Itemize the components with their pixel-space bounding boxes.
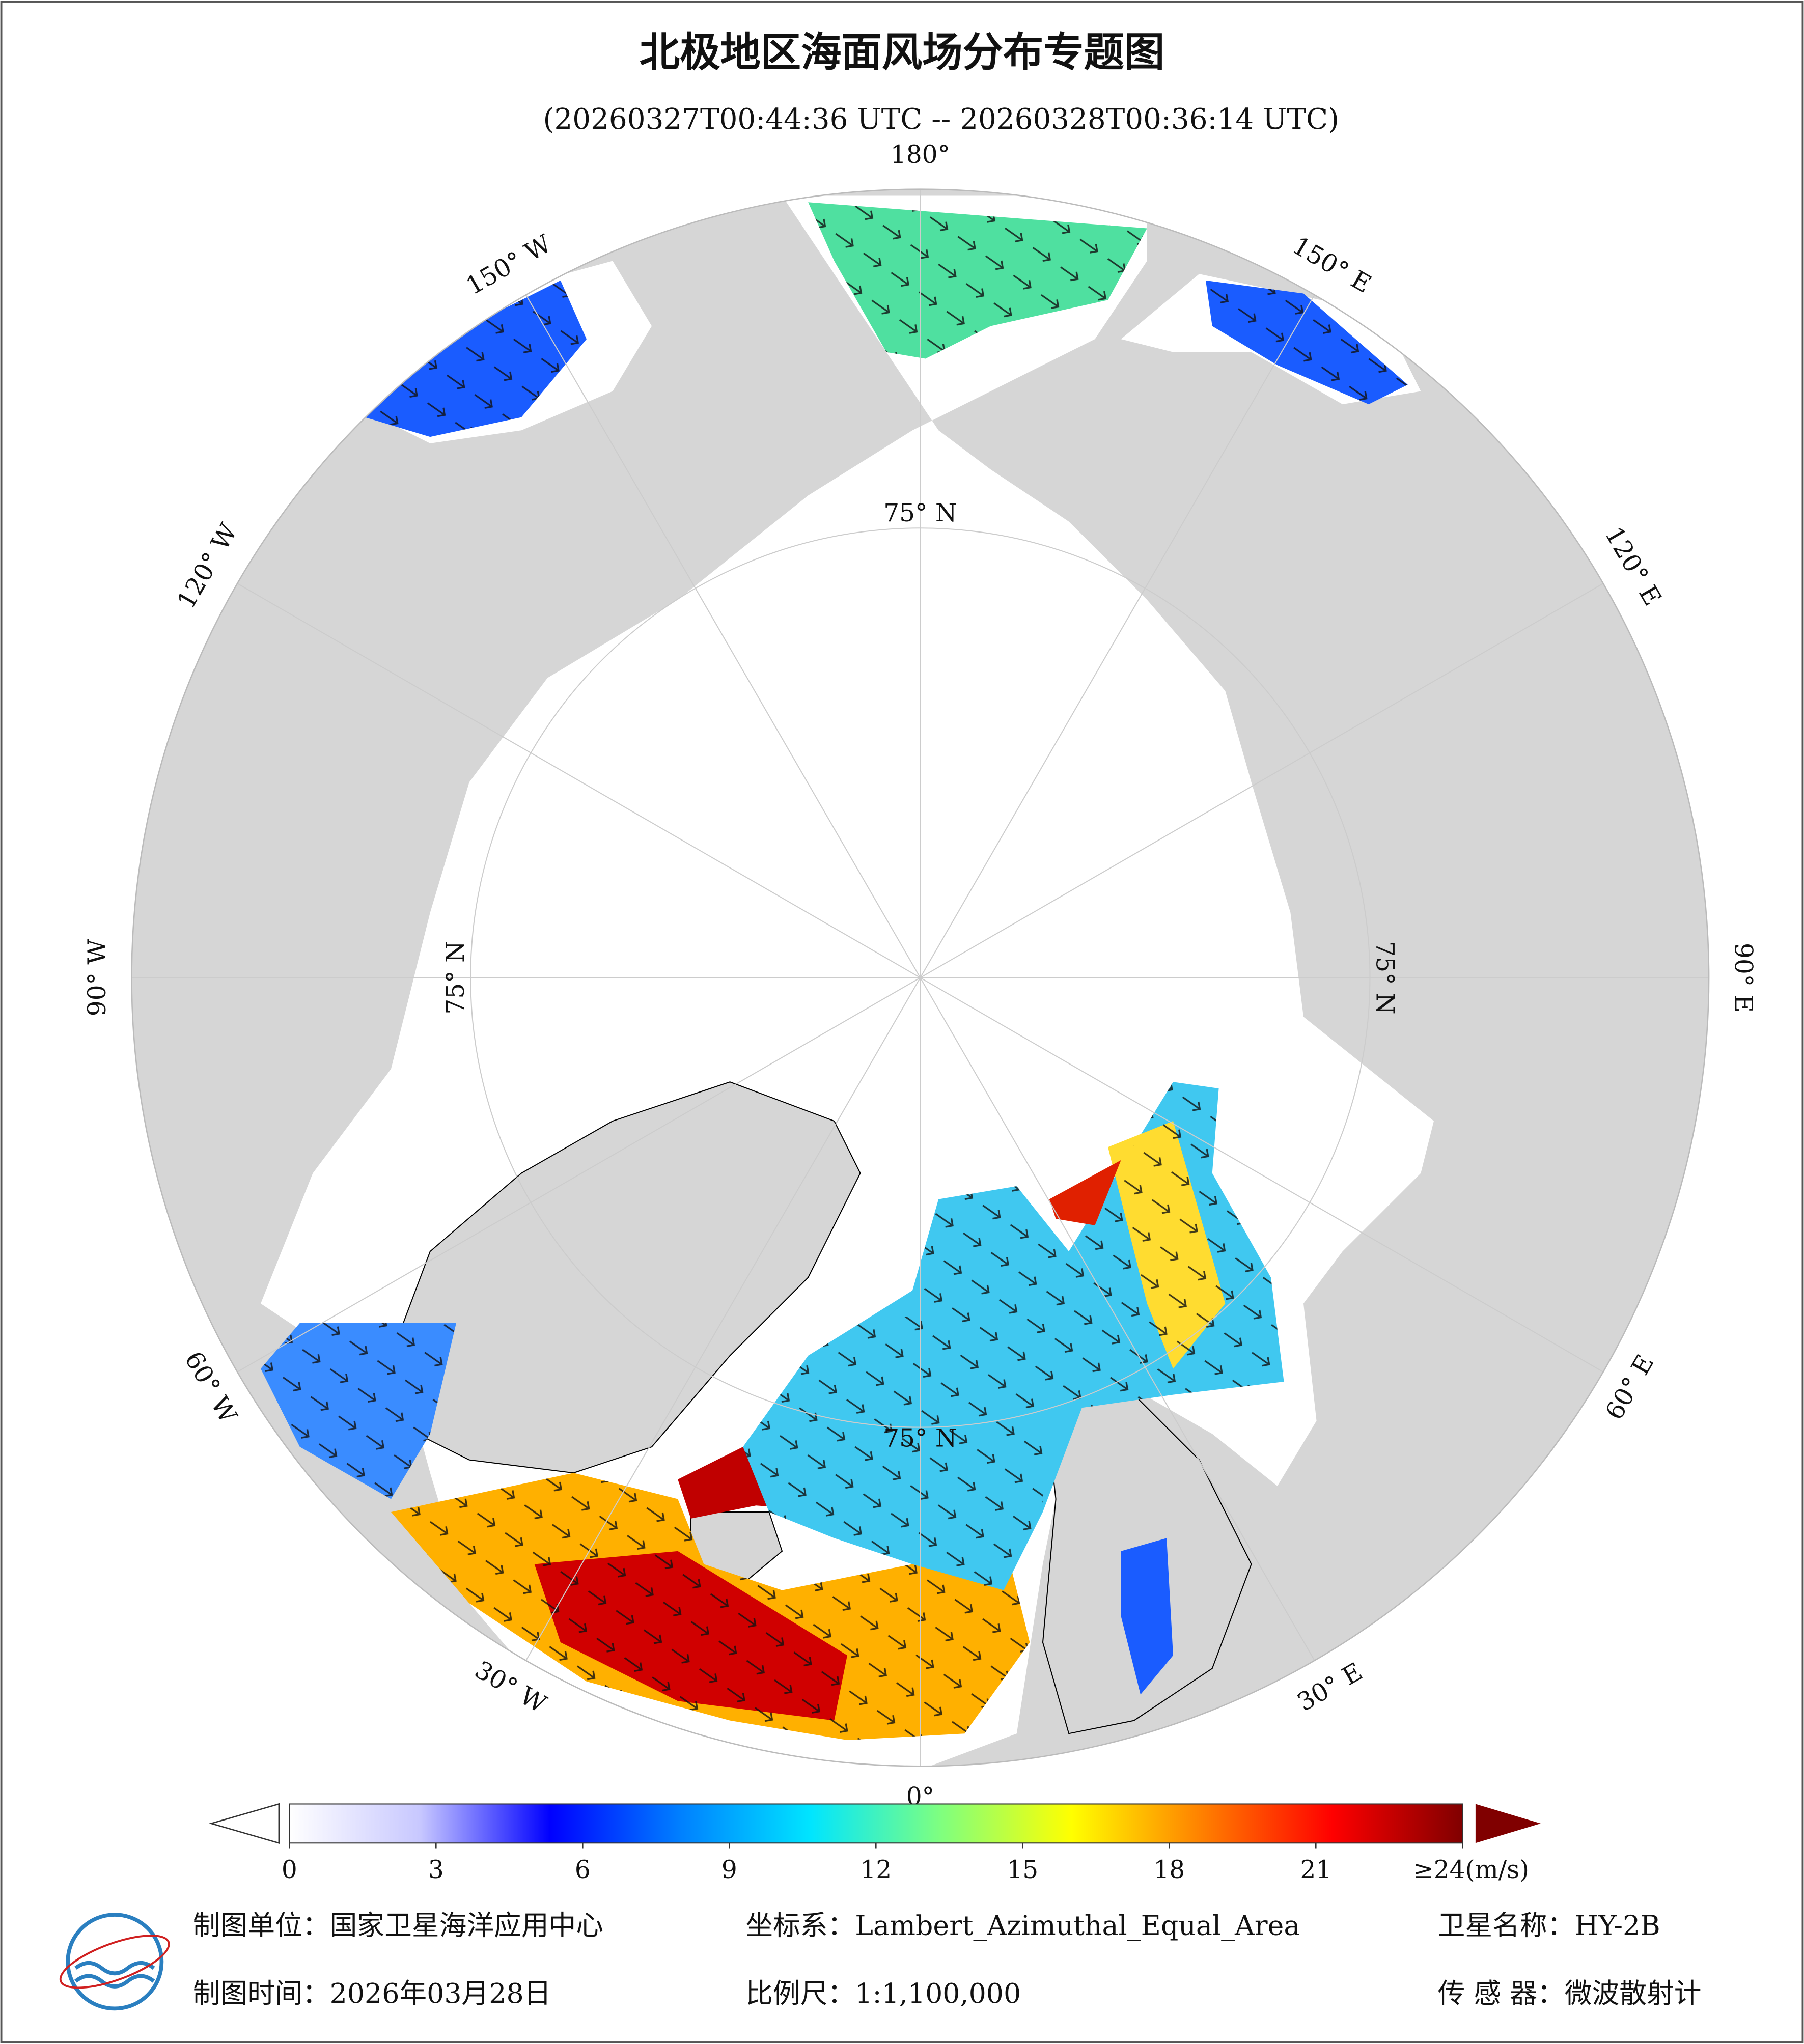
latitude-label: 75° N [1371, 941, 1399, 1014]
footer-date: 制图时间：2026年03月28日 [193, 1977, 551, 2009]
colorbar-min-arrow [209, 1803, 280, 1844]
subtitle: (20260327T00:44:36 UTC -- 20260328T00:36… [543, 103, 1340, 136]
meridian [525, 977, 921, 1661]
colorbar-tick-label: 0 [282, 1856, 297, 1884]
colorbar-tick-label: 21 [1300, 1856, 1331, 1884]
colorbar-tick-label: 15 [1007, 1856, 1038, 1884]
latitude-label: 75° N [883, 1424, 957, 1453]
footer-unit: 制图单位：国家卫星海洋应用中心 [193, 1910, 603, 1942]
meridian [920, 294, 1315, 978]
colorbar-tick-label: 18 [1153, 1856, 1185, 1884]
colorbar: 0 3 6 9 12 15 18 21 ≥24(m/s) [209, 1803, 1541, 1884]
colorbar-tick-label: 9 [721, 1856, 737, 1884]
footer-projection: 坐标系：Lambert_Azimuthal_Equal_Area [745, 1910, 1300, 1942]
footer-scale: 比例尺：1:1,100,000 [745, 1977, 1021, 2009]
latitude-label: 75° N [441, 941, 470, 1014]
wind-swath [1121, 1538, 1173, 1695]
meridian-label: 90° W [83, 939, 112, 1017]
footer-sensor: 传 感 器：微波散射计 [1438, 1977, 1702, 2009]
meridian-label: 90° E [1729, 943, 1758, 1013]
title: 北极地区海面风场分布专题图 [640, 29, 1164, 76]
meridian [920, 583, 1604, 978]
meridian-label: 180° [891, 141, 950, 169]
colorbar-max-arrow [1475, 1804, 1541, 1843]
graticule [131, 189, 1709, 1767]
map [131, 189, 1709, 1767]
colorbar-tick-label: ≥24(m/s) [1413, 1856, 1529, 1884]
meridian [525, 294, 921, 978]
parallel [470, 527, 1371, 1428]
footer-satellite: 卫星名称：HY-2B [1438, 1910, 1660, 1942]
colorbar-body [289, 1803, 1463, 1844]
colorbar-tick-label: 3 [428, 1856, 444, 1884]
latitude-label: 75° N [883, 499, 957, 527]
meridian [237, 977, 921, 1373]
map-border [131, 188, 1710, 1767]
colorbar-tick-label: 12 [860, 1856, 892, 1884]
meridian [920, 977, 1604, 1373]
wind-swath [1049, 1160, 1121, 1225]
colorbar-tick-label: 6 [575, 1856, 591, 1884]
logo [59, 1913, 170, 2011]
meridian [237, 583, 921, 978]
meridian [920, 977, 1315, 1661]
greenland [390, 1081, 861, 1474]
